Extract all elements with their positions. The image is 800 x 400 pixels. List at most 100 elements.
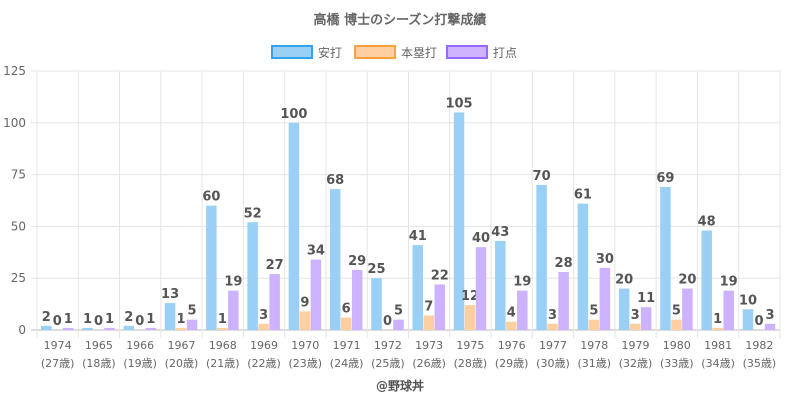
data-label: 2 [42,310,51,325]
data-label: 5 [589,304,598,319]
bar-hits [41,325,52,330]
y-tick-label: 75 [11,168,26,182]
data-label: 1 [83,312,92,327]
bar-hits [164,303,176,330]
data-label: 3 [259,308,268,323]
bar-rbi [269,274,280,330]
data-label: 11 [637,291,655,306]
y-tick-label: 100 [3,116,26,130]
bar-rbi [228,290,239,330]
bar-rbi [63,327,74,330]
bar-hits [453,112,465,330]
bar-rbi [434,284,445,330]
bar-homeruns [712,327,723,330]
x-tick-sublabel: (28歳) [454,357,488,370]
data-label: 69 [656,171,674,186]
data-label: 34 [307,244,325,259]
bar-homeruns [175,327,187,330]
data-label: 100 [280,107,307,122]
x-tick-sublabel: (29歳) [495,357,529,370]
data-label: 1 [218,312,227,327]
bar-rbi [351,269,363,330]
bar-homeruns [340,317,352,330]
x-tick-sublabel: (30歳) [536,357,570,370]
bar-hits [371,278,382,330]
x-tick-label: 1970 [291,339,319,352]
data-label: 0 [53,314,62,329]
bar-hits [247,222,258,330]
data-label: 52 [244,206,262,221]
bar-homeruns [299,311,311,330]
x-tick-sublabel: (35歳) [743,357,777,370]
data-label: 3 [631,308,640,323]
bar-rbi [682,288,693,330]
x-tick-label: 1978 [580,339,608,352]
x-tick-label: 1981 [704,339,732,352]
x-tick-sublabel: (31歳) [577,357,611,370]
data-label: 5 [672,304,681,319]
legend-label: 本塁打 [401,46,437,60]
data-label: 4 [507,306,516,321]
data-label: 28 [555,256,573,271]
x-tick-sublabel: (18歳) [82,357,116,370]
data-label: 20 [678,273,696,288]
bar-hits [82,327,93,330]
x-tick-sublabel: (27歳) [41,357,75,370]
legend-swatch-2 [446,45,488,59]
data-label: 19 [720,275,738,290]
data-label: 25 [367,262,385,277]
x-tick-label: 1982 [745,339,773,352]
data-label: 0 [135,314,144,329]
data-label: 10 [739,293,757,308]
data-label: 0 [754,314,763,329]
bar-rbi [145,327,157,330]
y-tick-label: 50 [11,219,26,233]
x-tick-label: 1976 [498,339,526,352]
x-tick-label: 1980 [663,339,691,352]
bar-homeruns [671,319,682,330]
data-label: 1 [64,312,73,327]
x-tick-label: 1966 [126,339,154,352]
data-label: 20 [615,273,633,288]
data-label: 5 [188,304,197,319]
data-label: 27 [266,258,284,273]
data-label: 3 [548,308,557,323]
x-tick-label: 1977 [539,339,567,352]
x-tick-label: 1974 [44,339,72,352]
x-tick-label: 1965 [85,339,113,352]
x-tick-label: 1973 [415,339,443,352]
bar-hits [536,184,547,330]
y-tick-label: 25 [11,271,26,285]
bar-rbi [475,247,487,330]
bar-rbi [393,319,404,330]
x-tick-sublabel: (23歳) [289,357,323,370]
x-tick-sublabel: (32歳) [619,357,653,370]
data-label: 0 [383,314,392,329]
data-label: 61 [574,188,592,203]
bar-homeruns [464,305,476,330]
x-tick-label: 1967 [167,339,195,352]
bar-hits [206,205,217,330]
data-label: 19 [224,275,242,290]
data-label: 7 [424,299,433,314]
data-label: 12 [461,289,479,304]
x-tick-label: 1972 [374,339,402,352]
chart-title: 高橋 博士のシーズン打撃成績 [314,12,487,28]
bar-rbi [764,323,776,330]
data-label: 105 [445,96,472,111]
bar-rbi [558,271,569,330]
bar-homeruns [547,323,558,330]
bar-hits [660,187,671,330]
data-label: 3 [765,308,774,323]
data-label: 68 [326,173,344,188]
data-label: 9 [300,295,309,310]
x-tick-sublabel: (19歳) [123,357,157,370]
y-tick-label: 125 [3,64,26,78]
x-tick-sublabel: (21歳) [206,357,240,370]
legend-label: 打点 [493,46,517,60]
data-label: 29 [348,254,366,269]
data-label: 1 [105,312,114,327]
data-label: 41 [409,229,427,244]
legend-swatch-1 [354,45,396,59]
